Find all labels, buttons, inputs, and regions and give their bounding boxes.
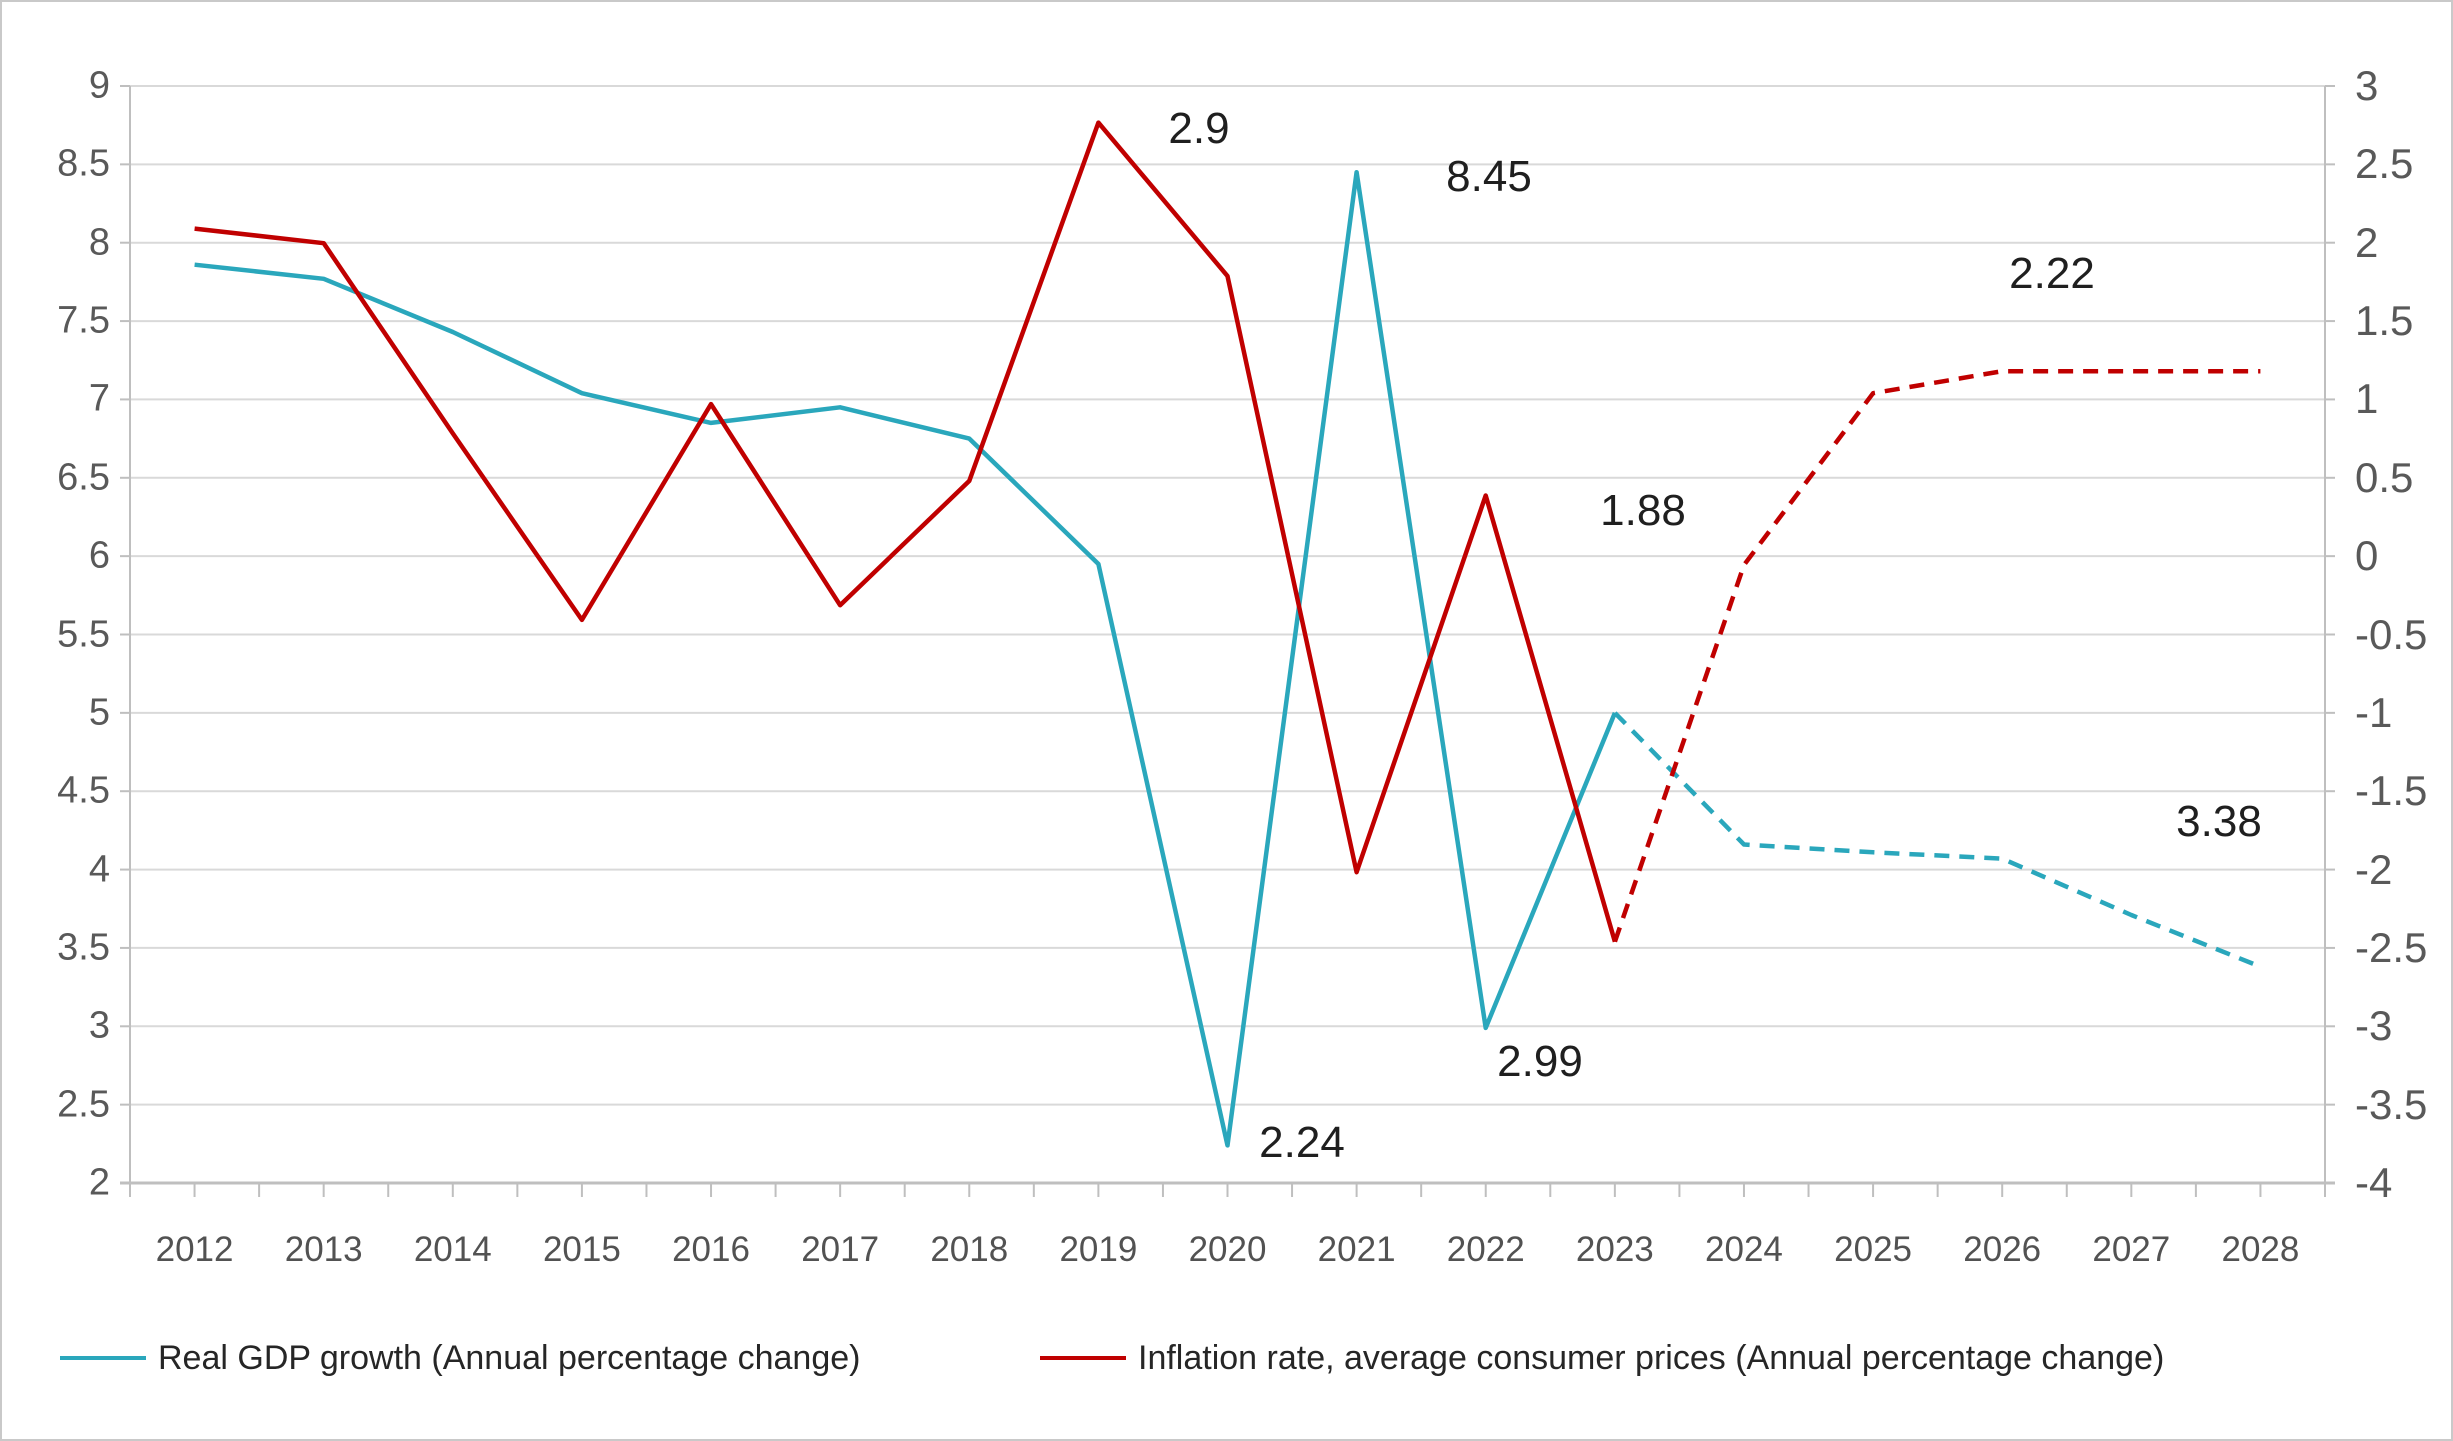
x-axis-year-label: 2015: [542, 1230, 621, 1269]
right-axis-tick-label: -3: [2355, 1002, 2393, 1050]
right-axis-tick-label: 2: [2355, 218, 2379, 266]
left-axis-tick-label: 5: [88, 691, 110, 734]
right-axis-tick-label: -4: [2355, 1159, 2393, 1206]
x-axis-year-label: 2023: [1575, 1230, 1654, 1269]
legend-item-gdp: Real GDP growth (Annual percentage chang…: [60, 1336, 860, 1380]
right-axis-tick-label: 1.5: [2355, 297, 2414, 345]
x-axis-year-label: 2028: [2221, 1230, 2300, 1269]
x-axis-year-label: 2025: [1834, 1230, 1913, 1269]
left-axis-tick-label: 4.5: [57, 769, 110, 812]
left-axis-tick-label: 4: [88, 848, 110, 891]
data-label: 2.9: [1168, 104, 1230, 153]
left-axis-tick-label: 6: [88, 534, 110, 577]
gdp-line-forecast-dashed: [1613, 711, 2262, 969]
x-axis-year-label: 2022: [1446, 1230, 1525, 1269]
left-axis-tick-label: 2.5: [57, 1083, 110, 1126]
right-axis-tick-label: -2.5: [2355, 923, 2428, 971]
data-label: 2.99: [1497, 1037, 1583, 1086]
left-axis-tick-label: 9: [88, 64, 110, 107]
left-axis-tick-label: 7.5: [57, 299, 110, 342]
data-label: 3.38: [2176, 797, 2262, 846]
right-axis-tick-label: -2: [2355, 845, 2393, 893]
right-axis-tick-label: -3.5: [2355, 1080, 2428, 1128]
left-axis-tick-label: 8: [88, 221, 110, 264]
x-axis-year-label: 2027: [2092, 1230, 2171, 1269]
x-axis-year-label: 2020: [1188, 1230, 1267, 1269]
left-axis-tick-label: 3.5: [57, 926, 110, 969]
left-axis-tick-label: 5.5: [57, 613, 110, 655]
right-axis-tick-label: -1.5: [2355, 767, 2428, 815]
left-axis-tick-label: 8.5: [57, 142, 110, 185]
x-axis-year-label: 2019: [1059, 1230, 1138, 1269]
left-axis-tick-label: 6.5: [57, 456, 110, 499]
data-label: 2.24: [1259, 1118, 1345, 1167]
x-axis-year-label: 2012: [155, 1230, 234, 1269]
right-axis-tick-label: 0.5: [2355, 453, 2414, 501]
inflation-line-forecast-dashed: [1612, 368, 2261, 943]
inflation-line-solid: [194, 120, 1618, 943]
x-axis-year-label: 2016: [672, 1230, 750, 1269]
inflation-line-swatch: [1040, 1356, 1126, 1360]
right-axis-tick-label: -1: [2355, 688, 2393, 736]
x-axis-year-label: 2021: [1317, 1230, 1396, 1269]
legend-label-inflation: Inflation rate, average consumer prices …: [1138, 1338, 2165, 1377]
gdp-line-swatch: [60, 1356, 146, 1360]
data-label: 1.88: [1600, 486, 1686, 535]
right-axis-tick-label: 3: [2355, 62, 2379, 109]
x-axis-year-label: 2026: [1963, 1230, 2042, 1269]
right-axis-tick-label: 2.5: [2355, 140, 2414, 188]
left-axis-tick-label: 2: [88, 1161, 110, 1204]
left-axis-tick-label: 7: [88, 377, 110, 420]
gdp-line-solid: [194, 169, 1617, 1148]
x-axis-year-label: 2017: [801, 1230, 880, 1269]
legend-label-gdp: Real GDP growth (Annual percentage chang…: [158, 1338, 861, 1377]
x-axis-year-label: 2024: [1705, 1230, 1783, 1269]
legend-item-inflation: Inflation rate, average consumer prices …: [1040, 1336, 2164, 1380]
x-axis-year-label: 2013: [284, 1230, 363, 1269]
data-label: 8.45: [1446, 152, 1532, 201]
data-label: 2.22: [2009, 249, 2095, 298]
x-axis-year-label: 2018: [930, 1230, 1009, 1269]
left-axis-tick-label: 3: [88, 1004, 110, 1047]
x-axis-year-label: 2014: [413, 1230, 492, 1269]
right-axis-tick-label: 1: [2355, 375, 2379, 423]
right-axis-tick-label: -0.5: [2355, 610, 2428, 658]
right-axis-tick-label: 0: [2355, 532, 2379, 580]
